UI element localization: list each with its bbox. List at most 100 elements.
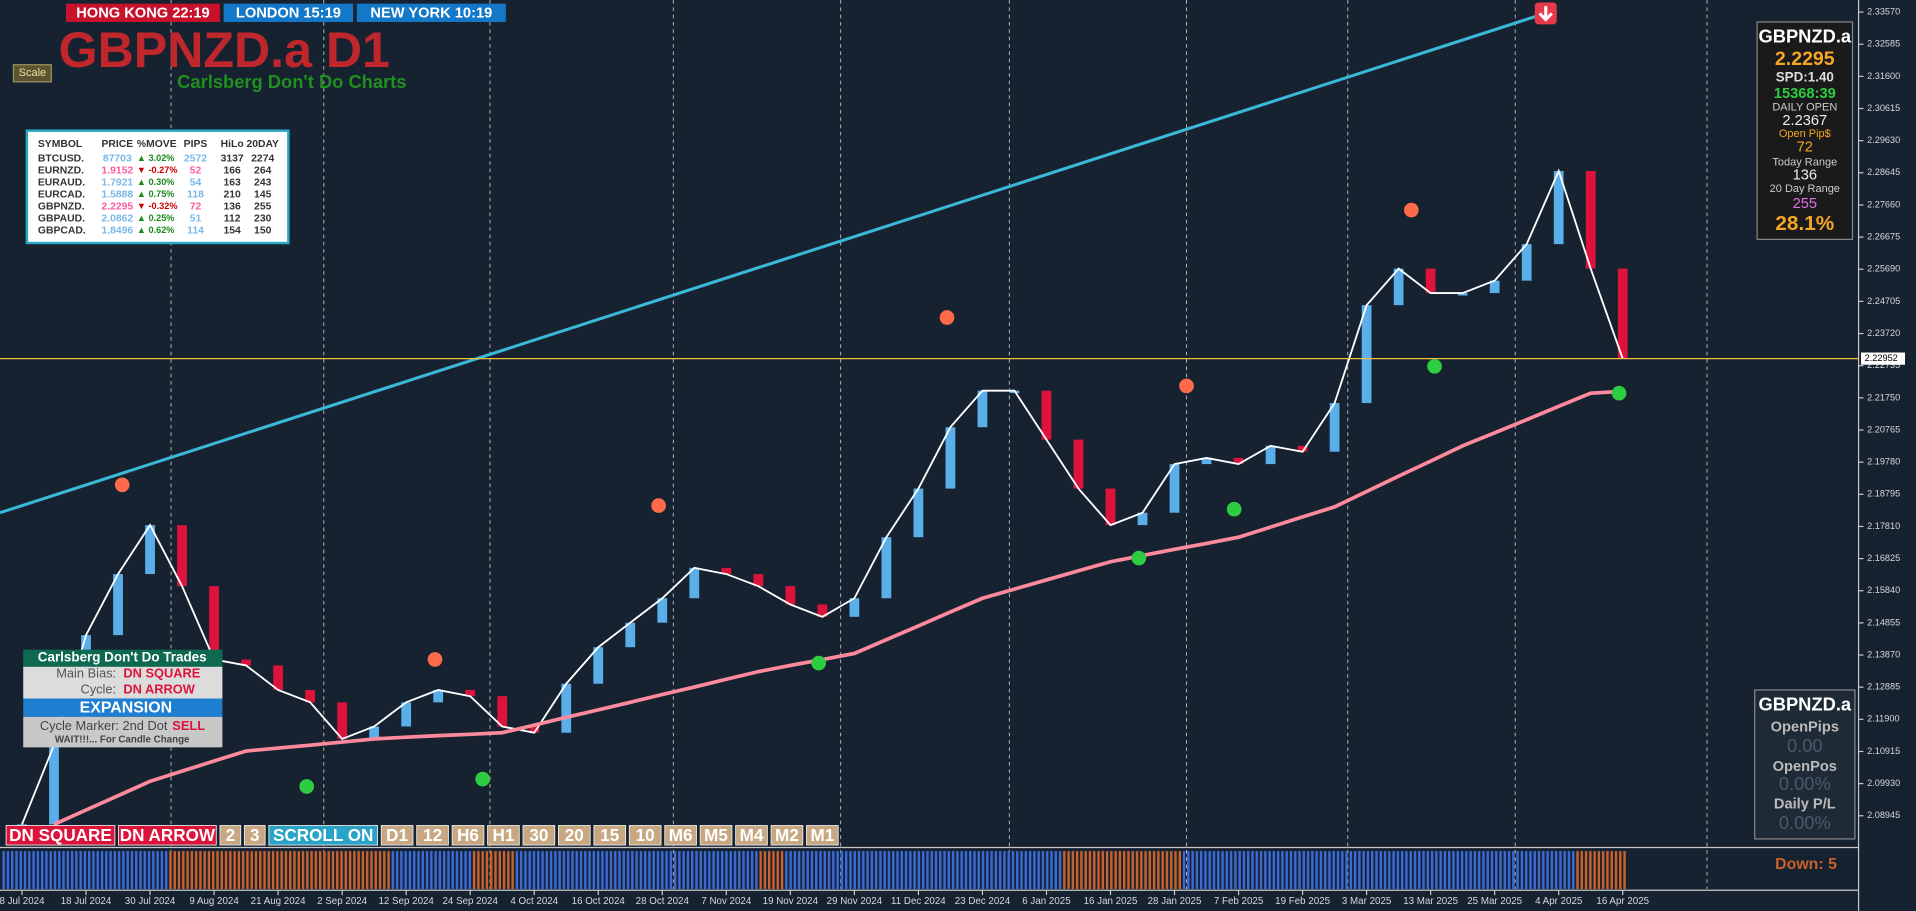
toolbar-button-label[interactable]: M2: [775, 826, 799, 845]
cell: 136: [224, 201, 242, 212]
toolbar-button[interactable]: [628, 825, 662, 846]
cell: 264: [254, 165, 272, 176]
toolbar-button-label[interactable]: 20: [565, 826, 584, 845]
toolbar-button-label[interactable]: 12: [423, 826, 442, 845]
toolbar-button-label[interactable]: SCROLL ON: [273, 826, 373, 845]
toolbar-button-label[interactable]: M4: [740, 826, 764, 845]
strip-bar: [926, 851, 929, 890]
strip-bar: [186, 851, 189, 890]
strip-bar: [879, 851, 882, 890]
strip-bar: [507, 851, 510, 890]
toolbar-button[interactable]: [557, 825, 591, 846]
toolbar-button-label[interactable]: M6: [669, 826, 693, 845]
strip-bar: [1490, 851, 1494, 890]
strip-bar: [1174, 851, 1177, 890]
bar: [689, 567, 700, 599]
toolbar-button-label[interactable]: 30: [529, 826, 548, 845]
toolbar-button[interactable]: [451, 825, 485, 846]
cell: ▼ -0.27%: [137, 165, 178, 175]
y-tick-label: 2.32585: [1867, 39, 1900, 49]
strip-bar: [956, 851, 959, 890]
cell: EURCAD.: [38, 189, 85, 200]
cell: GBPNZD.: [38, 201, 85, 212]
strip-bar: [1542, 851, 1545, 890]
cell: ▲ 0.30%: [137, 177, 175, 187]
cell: 163: [224, 177, 242, 188]
strip-bar: [870, 851, 874, 890]
info-panel-bg: [1756, 21, 1854, 240]
strip-bar: [592, 851, 596, 890]
bar: [1425, 268, 1436, 294]
toolbar-button-label[interactable]: H1: [493, 826, 515, 845]
toolbar-button[interactable]: [243, 825, 266, 846]
strip-bar: [1418, 851, 1421, 890]
toolbar-button-label[interactable]: M1: [810, 826, 834, 845]
toolbar-button[interactable]: [118, 825, 217, 846]
toolbar-button-label[interactable]: 10: [636, 826, 655, 845]
strip-bar: [1524, 851, 1528, 890]
strip-bar: [1371, 851, 1374, 890]
strip-bar: [62, 851, 65, 890]
toolbar-button[interactable]: [219, 825, 242, 846]
toolbar-button[interactable]: [416, 825, 449, 846]
strip-bar: [395, 851, 399, 890]
y-tick-label: 2.27660: [1867, 199, 1900, 209]
strip-bar: [1358, 851, 1361, 890]
strip-bar: [1268, 851, 1271, 890]
toolbar-button-label[interactable]: DN ARROW: [120, 826, 216, 845]
strip-bar: [678, 851, 681, 890]
strip-bar: [1422, 851, 1425, 890]
strip-bar: [156, 851, 159, 890]
scale-button-label[interactable]: Scale: [19, 67, 46, 79]
toolbar-button[interactable]: [770, 825, 804, 846]
trendline: [0, 12, 1543, 515]
toolbar-button-label[interactable]: M5: [704, 826, 728, 845]
y-tick-label: 2.09930: [1867, 778, 1900, 788]
cell: 1.8496: [101, 225, 133, 236]
x-tick-label: 25 Mar 2025: [1467, 896, 1522, 907]
bar: [305, 689, 316, 703]
strip-bar: [511, 851, 514, 890]
toolbar-button-label[interactable]: 15: [600, 826, 620, 845]
strip-bar: [481, 851, 484, 890]
strip-bar: [323, 851, 326, 890]
strip-bar: [1332, 851, 1335, 890]
scale-button[interactable]: [12, 64, 52, 83]
trade-panel: GBPNZD.a OpenPips 0.00 OpenPos 0.00% Dai…: [1754, 689, 1856, 840]
strip-bar: [1178, 851, 1182, 890]
bar: [1457, 293, 1468, 296]
strip-bar: [652, 851, 655, 890]
strip-bar: [913, 851, 916, 890]
toolbar-button[interactable]: [593, 825, 627, 846]
strip-bar: [844, 851, 848, 890]
strip-bar: [1264, 851, 1267, 890]
toolbar-button-label[interactable]: 2: [226, 826, 236, 845]
toolbar-button[interactable]: [699, 825, 733, 846]
strip-bar: [900, 851, 904, 890]
strip-bar: [327, 851, 330, 890]
toolbar-button-label[interactable]: 3: [250, 826, 260, 845]
strip-bar: [23, 851, 27, 890]
toolbar-button[interactable]: [268, 825, 379, 846]
toolbar-button-label[interactable]: DN SQUARE: [9, 826, 112, 845]
toolbar-button[interactable]: [522, 825, 556, 846]
strip-bar: [656, 851, 660, 890]
strip-bar: [1050, 851, 1053, 890]
strip-bar: [361, 851, 365, 890]
toolbar-button-label[interactable]: H6: [457, 826, 479, 845]
toolbar-button[interactable]: [806, 825, 839, 846]
strip-bar: [494, 851, 497, 890]
toolbar-button[interactable]: [735, 825, 768, 846]
strip-bar: [665, 851, 668, 890]
toolbar-button[interactable]: [664, 825, 697, 846]
strip-bar: [1058, 851, 1062, 890]
toolbar-button[interactable]: [5, 825, 116, 846]
toolbar-button[interactable]: [380, 825, 414, 846]
strip-bar: [1144, 851, 1147, 890]
strip-bar: [614, 851, 617, 890]
strip-bar: [353, 851, 356, 890]
toolbar-button[interactable]: [487, 825, 520, 846]
strip-bar: [1088, 851, 1092, 890]
trade-value: 0.00%: [1779, 812, 1831, 833]
toolbar-button-label[interactable]: D1: [386, 826, 408, 845]
